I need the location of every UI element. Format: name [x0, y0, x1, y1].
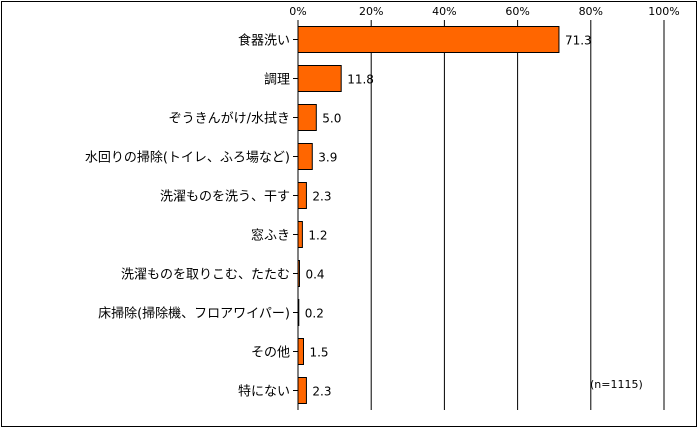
bar [297, 377, 307, 404]
category-label: ぞうきんがけ/水拭き [169, 112, 290, 127]
value-label: 11.8 [347, 73, 374, 87]
value-label: 5.0 [322, 112, 341, 126]
category-label: 調理 [264, 73, 290, 88]
value-label: 71.3 [565, 34, 592, 48]
x-tick-label: 40% [432, 5, 456, 18]
x-tick-label: 80% [579, 5, 603, 18]
category-label: 洗濯ものを取りこむ、たたむ [121, 268, 290, 283]
value-label: 2.3 [312, 190, 331, 204]
bar [297, 26, 560, 53]
grid-layer [293, 20, 665, 410]
x-tick-label: 60% [505, 5, 529, 18]
bar [297, 221, 303, 248]
value-label: 3.9 [318, 151, 337, 165]
category-label: 洗濯ものを洗う、干す [160, 190, 290, 205]
category-label: 窓ふき [251, 228, 290, 244]
bar [297, 260, 300, 287]
value-label: 1.5 [309, 346, 328, 360]
x-tick-label: 0% [289, 5, 306, 18]
category-label: 食器洗い [238, 33, 290, 49]
bar [297, 65, 342, 92]
bar [297, 338, 304, 365]
category-label: その他 [251, 346, 290, 361]
bar-layer [297, 26, 560, 404]
x-tick-label: 20% [359, 5, 383, 18]
value-label: 0.2 [305, 307, 324, 321]
bar [297, 104, 317, 131]
value-label: 1.2 [308, 229, 327, 243]
value-label: 0.4 [305, 268, 324, 282]
x-tick-label: 100% [648, 5, 679, 18]
bar [297, 299, 300, 326]
bar [297, 182, 307, 209]
category-label: 水回りの掃除(トイレ、ふろ場など) [85, 150, 290, 166]
value-label: 2.3 [312, 385, 331, 399]
bar [297, 143, 313, 170]
category-label: 特にない [238, 385, 290, 400]
category-label: 床掃除(掃除機、フロアワイパー) [98, 306, 290, 322]
sample-size-note: (n=1115) [590, 378, 643, 391]
label-layer: 0% 20% 40% 60% 80% 100% 食器洗い 71.3 調理 11.8 ぞうきんがけ/水… [85, 5, 680, 400]
